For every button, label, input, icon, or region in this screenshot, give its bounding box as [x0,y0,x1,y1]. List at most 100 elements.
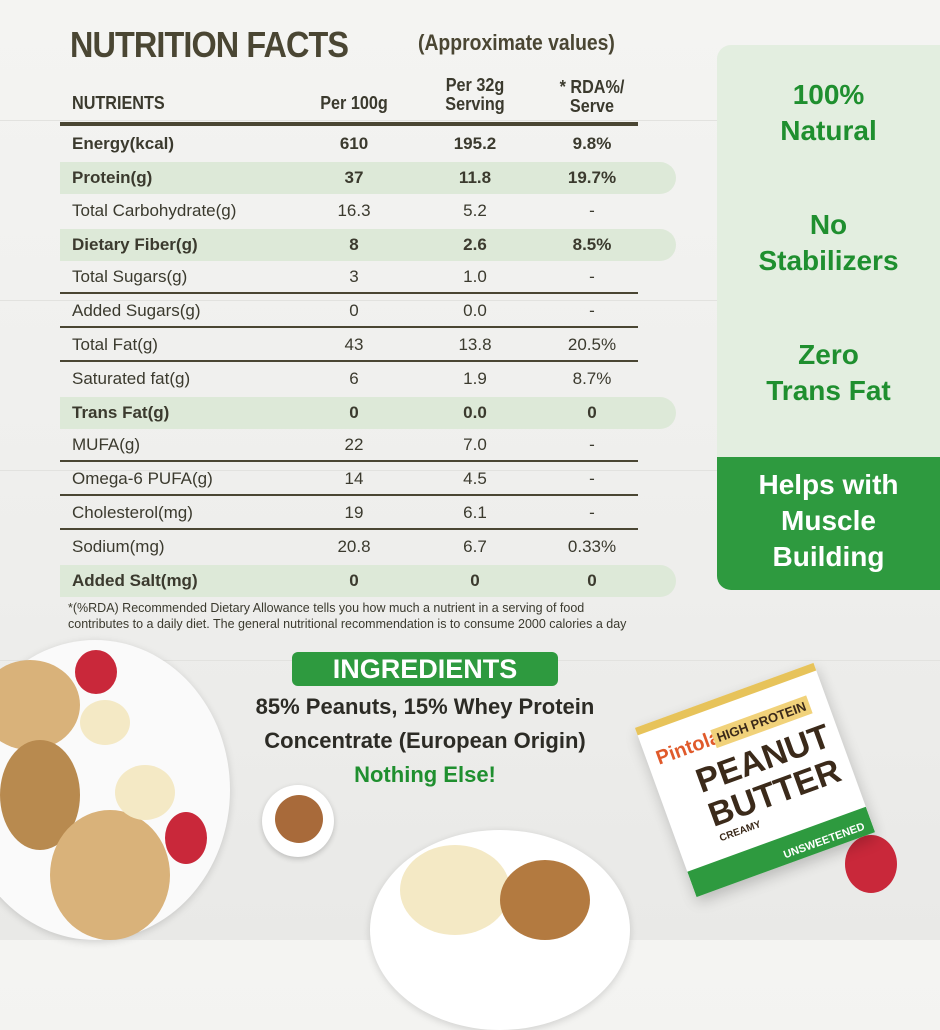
cell-serving: 13.8 [458,334,492,354]
strawberry-image [165,812,207,864]
page-subtitle: (Approximate values) [418,30,615,55]
cell-per100: 19 [344,502,364,522]
cell-serving: 195.2 [453,134,497,153]
table-row: MUFA(g) 22 7.0 - [60,430,638,463]
cell-rda: 19.7% [567,167,617,187]
background-plank [0,470,940,471]
table-row: Total Sugars(g) 3 1.0 - [60,262,638,295]
product-jar: Pintola HIGH PROTEIN PEANUT BUTTER CREAM… [634,662,876,898]
claim-no-stabilizers: No Stabilizers [717,207,940,279]
cell-rda: 8.7% [572,369,612,389]
table-row: Saturated fat(g) 6 1.9 8.7% [60,363,638,395]
cell-rda: - [589,267,595,287]
table-row: Total Fat(g) 43 13.8 20.5% [60,330,638,362]
cell-name: Sodium(mg) [72,537,165,557]
almonds-image [275,795,323,843]
cell-name: Energy(kcal) [72,134,175,153]
header-rda-line2: Serve [569,96,615,116]
cell-serving: 4.5 [463,469,487,488]
cell-per100: 43 [344,334,364,354]
table-row: Added Salt(mg) 0 0 0 [60,564,676,597]
cell-name: Total Fat(g) [72,334,158,354]
banana-image [80,700,130,745]
cell-per100: 22 [344,435,364,455]
table-row: Total Carbohydrate(g) 16.3 5.2 - [60,195,638,227]
page-title: NUTRITION FACTS [70,24,349,65]
claims-panel: 100% Natural No Stabilizers Zero Trans Fat … [717,45,940,590]
background-plank [0,120,940,121]
cell-per100: 8 [349,234,359,254]
cell-per100: 14 [344,469,364,488]
cell-name: Trans Fat(g) [72,402,170,422]
cell-name: Total Sugars(g) [72,267,188,287]
claim-natural: 100% Natural [717,77,940,149]
banana-image [400,845,510,935]
claim-line: No [809,209,848,240]
claim-muscle-building: Helps with Muscle Building [717,457,940,590]
cell-serving: 6.7 [463,537,487,557]
cell-serving: 0 [470,570,480,590]
ingredients-tagline: Nothing Else! [354,762,496,787]
header-divider [60,122,638,126]
cell-rda: - [589,469,595,488]
cell-per100: 0 [349,301,359,320]
header-rda: * RDA%/Serve [547,78,637,116]
granola-bowl-image [370,830,630,1030]
claim-line: Building [772,541,885,572]
cell-name: Added Sugars(g) [72,301,201,320]
footnote: *(%RDA) Recommended Dietary Allowance te… [68,600,626,632]
claim-zero-trans-fat: Zero Trans Fat [717,337,940,409]
cell-name: Omega-6 PUFA(g) [72,469,213,488]
cell-per100: 20.8 [337,537,371,557]
cell-rda: - [589,435,595,455]
table-row: Cholesterol(mg) 19 6.1 - [60,498,638,530]
cell-name: Saturated fat(g) [72,369,191,389]
header-serving: Per 32g Serving [430,76,520,114]
cell-rda: 0 [587,402,597,422]
cell-rda: - [589,201,595,221]
cell-serving: 7.0 [463,435,487,455]
cell-name: Total Carbohydrate(g) [72,201,237,221]
cell-serving: 6.1 [463,502,487,522]
cell-serving: 5.2 [463,201,487,221]
cell-per100: 610 [339,134,369,153]
claim-line: Muscle [781,505,876,536]
cell-per100: 3 [349,267,359,287]
banana-image [115,765,175,820]
cell-rda: - [589,502,595,522]
cell-name: Dietary Fiber(g) [72,234,198,254]
header-serving-line2: Serving [445,94,505,114]
ingredients-badge: INGREDIENTS [292,652,558,686]
header-serving-line1: Per 32g [445,75,505,95]
header-per100: Per 100g [320,93,388,113]
cell-name: MUFA(g) [72,435,140,455]
pancake-image [0,660,80,750]
cell-serving: 2.6 [463,234,487,254]
cell-name: Added Salt(mg) [72,570,198,590]
claim-line: Trans Fat [766,375,891,406]
cell-rda: - [589,301,595,320]
cell-serving: 0.0 [463,402,487,422]
cell-serving: 1.9 [463,369,487,389]
claim-line: Helps with [758,469,899,500]
cell-name: Cholesterol(mg) [72,502,193,522]
cell-rda: 20.5% [567,334,617,354]
cell-serving: 11.8 [458,167,492,187]
header-nutrients: NUTRIENTS [72,93,165,113]
cell-rda: 0.33% [567,537,617,557]
table-row: Omega-6 PUFA(g) 14 4.5 - [60,464,638,496]
table-row: Protein(g) 37 11.8 19.7% [60,161,676,194]
strawberry-image [75,650,117,694]
granola-image [500,860,590,940]
cell-rda: 0 [587,570,597,590]
cell-per100: 16.3 [337,201,371,221]
cell-serving: 1.0 [463,267,487,287]
pancake-image [50,810,170,940]
table-row: Added Sugars(g) 0 0.0 - [60,296,638,328]
table-row: Energy(kcal) 610 195.2 9.8% [60,128,638,160]
table-row: Sodium(mg) 20.8 6.7 0.33% [60,531,638,563]
claim-line: Stabilizers [758,245,899,276]
cell-per100: 0 [349,570,359,590]
cell-per100: 0 [349,402,359,422]
table-row: Dietary Fiber(g) 8 2.6 8.5% [60,228,676,261]
